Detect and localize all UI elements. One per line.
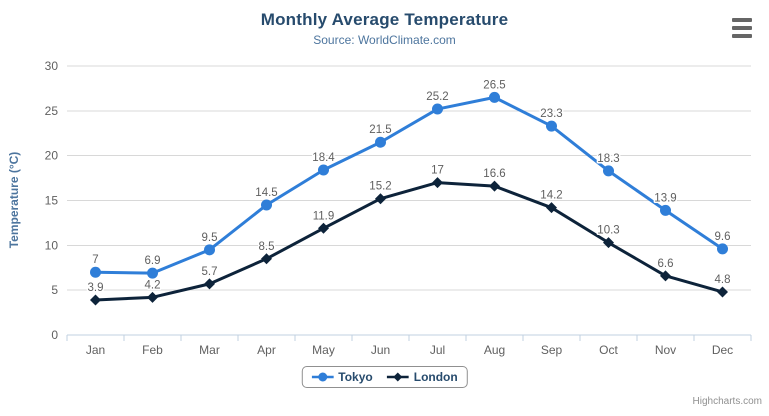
circle-marker-icon — [311, 372, 334, 382]
y-tick-label: 25 — [45, 104, 59, 118]
x-tick-label: Jul — [430, 343, 445, 357]
x-tick-label: Jun — [371, 343, 390, 357]
data-point-tokyo[interactable] — [717, 243, 728, 255]
data-label: 17 — [431, 165, 444, 177]
data-point-london[interactable] — [432, 177, 443, 189]
data-label: 14.2 — [540, 190, 562, 202]
data-point-london[interactable] — [546, 202, 557, 214]
series-line-tokyo — [94, 95, 724, 275]
x-tick-label: May — [312, 343, 335, 357]
data-point-london[interactable] — [90, 294, 101, 306]
x-tick-label: Nov — [655, 343, 676, 357]
hamburger-icon — [732, 34, 752, 38]
data-point-london[interactable] — [375, 193, 386, 205]
data-label: 4.8 — [715, 274, 731, 286]
data-point-london[interactable] — [318, 222, 329, 234]
diamond-marker-icon — [386, 372, 409, 382]
data-label: 5.7 — [202, 266, 218, 278]
data-label: 8.5 — [259, 241, 275, 253]
data-label: 18.3 — [597, 153, 619, 165]
y-tick-label: 5 — [51, 283, 58, 297]
data-label: 26.5 — [483, 79, 505, 91]
data-point-tokyo[interactable] — [603, 165, 614, 177]
credits-link[interactable]: Highcharts.com — [692, 396, 762, 407]
data-label: 6.9 — [145, 255, 161, 267]
x-tick-label: Dec — [712, 343, 733, 357]
legend-item-london[interactable]: London — [386, 370, 458, 384]
data-label: 3.9 — [88, 282, 104, 294]
data-point-london[interactable] — [660, 270, 671, 282]
hamburger-icon — [732, 26, 752, 30]
data-label: 7 — [92, 254, 98, 266]
x-tick-label: Aug — [484, 343, 505, 357]
data-label: 21.5 — [369, 124, 391, 136]
x-tick-label: Sep — [541, 343, 563, 357]
data-point-london[interactable] — [204, 278, 215, 290]
legend-label: Tokyo — [338, 370, 373, 384]
data-point-london[interactable] — [261, 253, 272, 265]
data-point-london[interactable] — [603, 237, 614, 249]
data-point-tokyo[interactable] — [204, 244, 215, 256]
x-tick-label: Jan — [86, 343, 105, 357]
export-menu-button[interactable] — [730, 18, 754, 38]
data-label: 11.9 — [313, 210, 335, 222]
data-point-tokyo[interactable] — [432, 103, 443, 115]
data-label: 23.3 — [540, 108, 562, 120]
y-tick-label: 20 — [45, 149, 59, 163]
data-point-tokyo[interactable] — [489, 91, 500, 103]
data-point-london[interactable] — [717, 286, 728, 298]
legend-item-tokyo[interactable]: Tokyo — [311, 370, 373, 384]
legend-label: London — [413, 370, 458, 384]
chart-subtitle: Source: WorldClimate.com — [313, 33, 456, 47]
hamburger-icon — [732, 18, 752, 22]
x-tick-label: Mar — [199, 343, 220, 357]
data-point-tokyo[interactable] — [546, 120, 557, 132]
data-point-london[interactable] — [489, 180, 500, 192]
data-label: 15.2 — [369, 181, 391, 193]
x-tick-label: Apr — [257, 343, 276, 357]
y-tick-label: 30 — [45, 59, 59, 73]
y-tick-label: 15 — [45, 194, 59, 208]
legend: Tokyo London — [301, 366, 468, 388]
x-tick-label: Oct — [599, 343, 618, 357]
data-point-tokyo[interactable] — [147, 267, 158, 279]
data-label: 14.5 — [255, 187, 277, 199]
data-point-tokyo[interactable] — [318, 164, 329, 176]
data-point-tokyo[interactable] — [660, 204, 671, 216]
y-tick-label: 10 — [45, 238, 59, 252]
data-label: 13.9 — [654, 192, 676, 204]
data-point-london[interactable] — [147, 291, 158, 303]
data-label: 4.2 — [145, 279, 161, 291]
data-label: 25.2 — [426, 91, 448, 103]
chart-title: Monthly Average Temperature — [260, 10, 509, 29]
data-point-tokyo[interactable] — [261, 199, 272, 211]
data-label: 9.6 — [715, 231, 731, 243]
data-label: 9.5 — [202, 232, 218, 244]
x-tick-label: Feb — [142, 343, 163, 357]
data-label: 18.4 — [312, 152, 335, 164]
series-line-london — [94, 181, 724, 302]
data-label: 10.3 — [597, 225, 619, 237]
data-point-tokyo[interactable] — [375, 136, 386, 148]
data-point-tokyo[interactable] — [90, 266, 101, 278]
data-label: 6.6 — [658, 258, 674, 270]
data-label: 16.6 — [483, 168, 505, 180]
y-tick-label: 0 — [51, 328, 58, 342]
